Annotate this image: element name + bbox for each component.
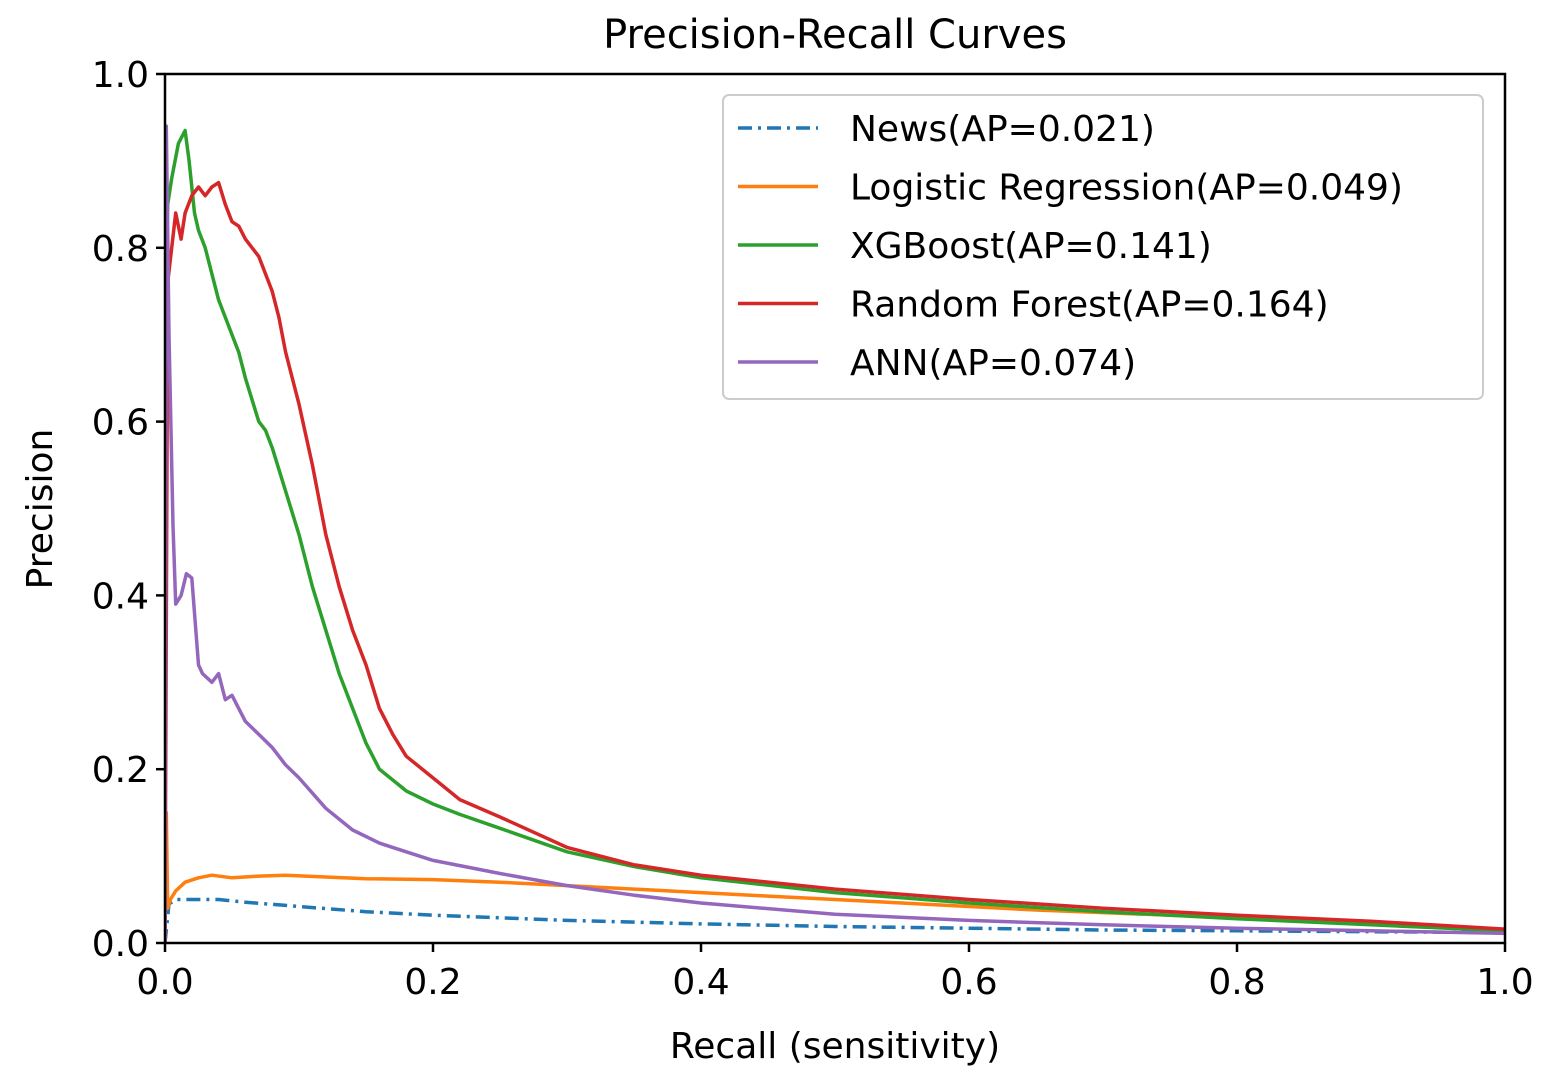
y-axis-label: Precision (20, 429, 61, 590)
chart-title: Precision-Recall Curves (603, 12, 1067, 58)
legend-label: ANN(AP=0.074) (850, 343, 1136, 384)
x-tick-label: 1.0 (1476, 962, 1533, 1003)
series-lines (165, 124, 1505, 943)
x-tick-label: 0.8 (1208, 962, 1265, 1003)
series-line-4 (165, 180, 1505, 943)
legend-box (722, 94, 1484, 400)
x-tick-label: 0.0 (136, 962, 193, 1003)
y-tick-label: 1.0 (92, 55, 149, 96)
y-tick-label: 0.8 (92, 229, 149, 270)
x-axis-ticks: 0.0 0.2 0.4 0.6 0.8 1.0 (136, 943, 1534, 1003)
x-tick-label: 0.4 (672, 962, 729, 1003)
legend-label: Logistic Regression(AP=0.049) (850, 168, 1403, 209)
legend-label: News(AP=0.021) (850, 109, 1155, 150)
series-line-5 (165, 124, 1505, 943)
legend-label: Random Forest(AP=0.164) (850, 285, 1329, 326)
y-tick-label: 0.4 (92, 576, 149, 617)
x-tick-label: 0.6 (940, 962, 997, 1003)
y-tick-label: 0.6 (92, 403, 149, 444)
x-tick-label: 0.2 (404, 962, 461, 1003)
y-tick-label: 0.2 (92, 750, 149, 791)
plot-frame (163, 72, 1507, 945)
x-axis-label: Recall (sensitivity) (670, 1026, 1000, 1067)
legend-label: XGBoost(AP=0.141) (850, 226, 1212, 267)
y-axis-ticks: 0.0 0.2 0.4 0.6 0.8 1.0 (92, 55, 165, 965)
y-tick-label: 0.0 (92, 924, 149, 965)
series-line-3 (165, 128, 1505, 933)
series-line-1 (165, 897, 1505, 943)
legend: News(AP=0.021) Logistic Regression(AP=0.0… (722, 94, 1484, 400)
